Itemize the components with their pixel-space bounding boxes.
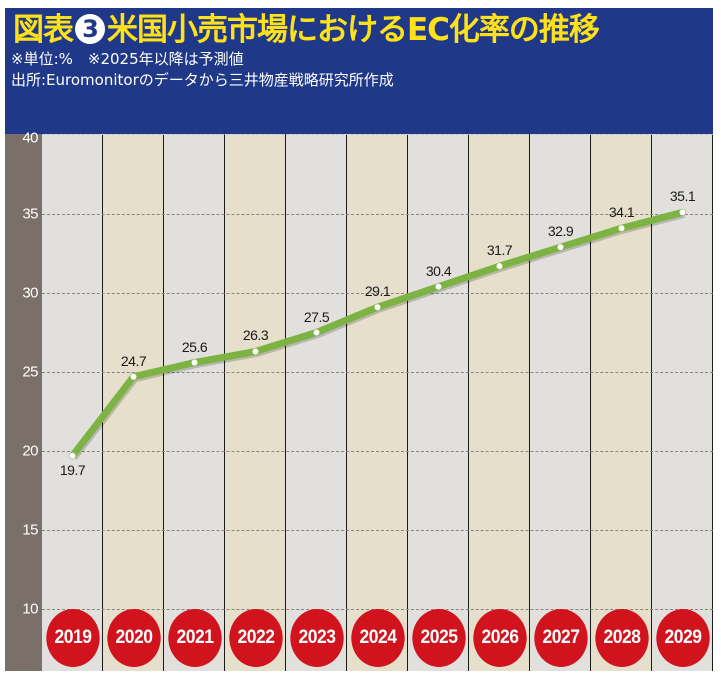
data-point-2023: [313, 329, 320, 336]
y-axis: 40 35 30 25 20 15 10: [5, 130, 42, 671]
column-2021: [164, 134, 225, 671]
data-label-2023: 27.5: [303, 308, 330, 325]
year-badge-2023: 2023: [289, 609, 344, 667]
year-badge-2027: 2027: [533, 609, 588, 667]
data-label-2020: 24.7: [120, 352, 147, 369]
line-series: [69, 208, 686, 460]
y-tick-label: 20: [22, 442, 38, 460]
y-tick-label: 15: [22, 521, 38, 539]
y-tick-label: 40: [22, 129, 38, 147]
column-2019: [42, 134, 103, 671]
gridline-30: [42, 293, 713, 294]
data-point-2024: [374, 304, 381, 311]
data-label-2019: 19.7: [59, 461, 86, 478]
column-2024: [347, 134, 408, 671]
data-point-2021: [191, 359, 198, 366]
header-panel: 図表 3 米国小売市場におけるEC化率の推移 ※単位:% ※2025年以降は予測値 …: [5, 8, 713, 134]
data-point-2022: [252, 348, 259, 355]
column-2022: [225, 134, 286, 671]
column-2023: [286, 134, 347, 671]
data-point-2029: [679, 209, 686, 216]
year-badge-2028: 2028: [594, 609, 649, 667]
data-label-2025: 30.4: [425, 262, 452, 279]
year-badge-2024: 2024: [350, 609, 405, 667]
gridline-20: [42, 451, 713, 452]
chart-title: 図表 3 米国小売市場におけるEC化率の推移: [13, 10, 600, 50]
data-point-2028: [618, 225, 625, 232]
gridline-25: [42, 372, 713, 373]
data-label-2028: 34.1: [608, 204, 635, 221]
data-point-2026: [496, 263, 503, 270]
title-main: 米国小売市場におけるEC化率の推移: [107, 12, 600, 48]
data-point-2025: [435, 283, 442, 290]
y-tick-label: 35: [22, 205, 38, 223]
year-badge-2021: 2021: [167, 609, 222, 667]
column-2026: [469, 134, 530, 671]
y-tick-label: 25: [22, 363, 38, 381]
title-prefix: 図表: [13, 12, 74, 48]
figure-number-badge: 3: [75, 14, 105, 44]
unit-note: ※単位:% ※2025年以降は予測値: [11, 50, 244, 68]
gridline-15: [42, 530, 713, 531]
gridline-40: [42, 134, 713, 135]
data-point-2020: [130, 373, 137, 380]
year-badge-2019: 2019: [45, 609, 100, 667]
data-label-2022: 26.3: [242, 327, 269, 344]
data-label-2021: 25.6: [181, 338, 208, 355]
source-note: 出所:Euromonitorのデータから三井物産戦略研究所作成: [11, 71, 394, 89]
year-badge-2029: 2029: [655, 609, 710, 667]
year-badge-2022: 2022: [228, 609, 283, 667]
y-tick-label: 10: [22, 600, 38, 618]
data-label-2029: 35.1: [669, 188, 696, 205]
column-2027: [530, 134, 591, 671]
plot-area: 19.7 24.7 25.6 26.3 27.5 29.1 30.4 31.7 32.9 34.1…: [42, 134, 713, 671]
gridline-35: [42, 214, 713, 215]
column-2029: [652, 134, 713, 671]
column-2025: [408, 134, 469, 671]
year-badge-2020: 2020: [106, 609, 161, 667]
data-point-2027: [557, 244, 564, 251]
data-label-2024: 29.1: [364, 283, 391, 300]
ec-rate-line: [69, 208, 686, 460]
year-badge-2026: 2026: [472, 609, 527, 667]
data-point-2019: [69, 452, 76, 459]
data-label-2027: 32.9: [547, 223, 574, 240]
data-label-2026: 31.7: [486, 242, 513, 259]
y-tick-label: 30: [22, 284, 38, 302]
year-badge-2025: 2025: [411, 609, 466, 667]
